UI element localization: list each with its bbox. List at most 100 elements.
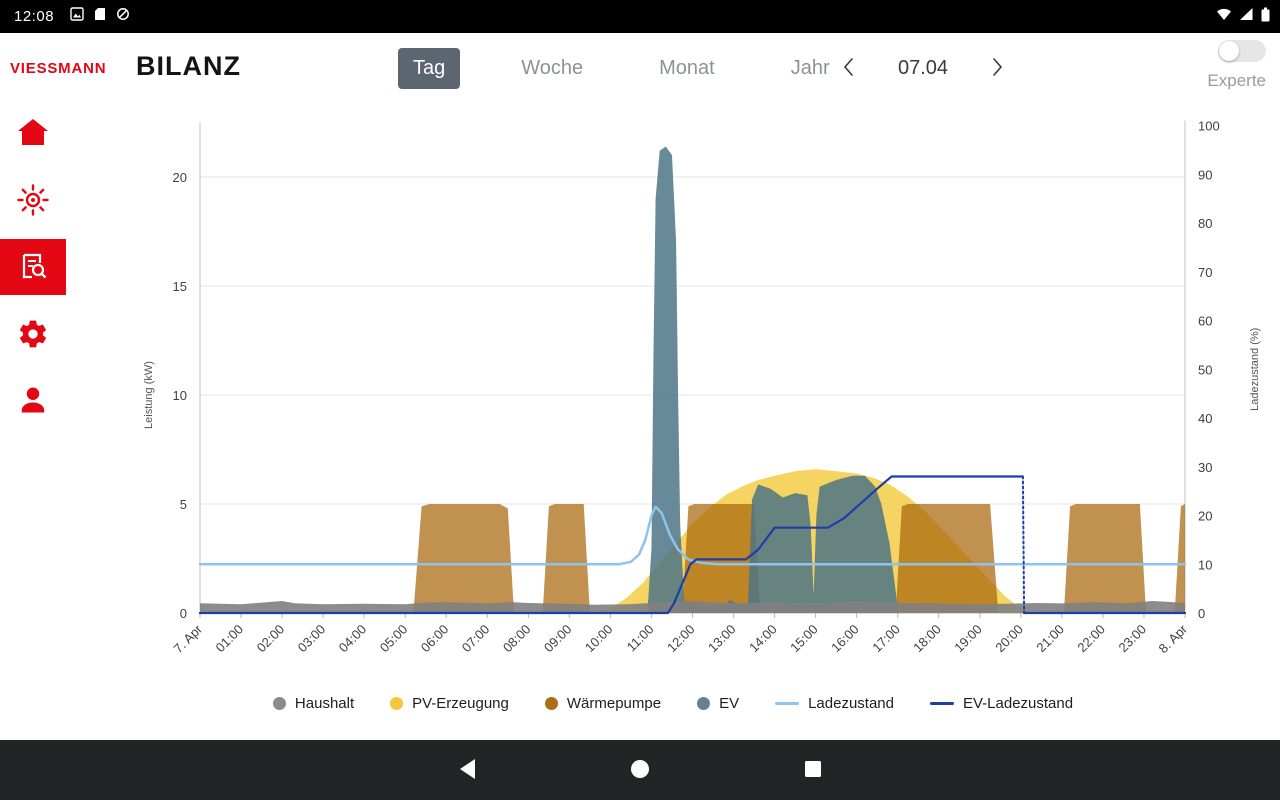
page-title: BILANZ — [136, 51, 241, 81]
svg-text:Ladezustand (%): Ladezustand (%) — [1249, 328, 1261, 411]
toggle-knob — [1219, 41, 1239, 61]
svg-text:100: 100 — [1198, 119, 1220, 134]
haushalt-dot-swatch — [272, 697, 286, 710]
svg-text:09:00: 09:00 — [541, 622, 575, 656]
gear-icon — [17, 318, 49, 353]
svg-text:8. Apr: 8. Apr — [1155, 621, 1190, 656]
legend-item-pv-erzeugung[interactable]: PV-Erzeugung — [390, 695, 509, 712]
sidebar-item-home[interactable] — [0, 105, 66, 161]
selected-date: 07.04 — [898, 56, 949, 79]
experte-control: Experte — [1207, 40, 1266, 91]
app-header: VIESSMANN BILANZ Tag Woche Monat Jahr 07… — [0, 33, 1280, 103]
svg-text:16:00: 16:00 — [828, 622, 862, 656]
tab-monat[interactable]: Monat — [644, 48, 730, 89]
tab-tag[interactable]: Tag — [398, 47, 461, 89]
sidebar-item-reports[interactable] — [0, 239, 66, 295]
sun-icon — [17, 183, 49, 219]
svg-text:70: 70 — [1198, 265, 1212, 280]
svg-text:11:00: 11:00 — [624, 622, 657, 655]
svg-text:5: 5 — [180, 497, 187, 512]
legend-item-haushalt[interactable]: Haushalt — [272, 695, 355, 712]
home-button[interactable] — [616, 746, 664, 794]
status-notification-icons — [70, 7, 130, 26]
svg-text:90: 90 — [1198, 167, 1212, 182]
main-content: 0 5 10 15 20 0 10 20 30 40 50 60 70 80 90 100 7. Apr 01:0… — [66, 103, 1280, 740]
photo-icon — [70, 7, 84, 26]
legend-item-ev-ladezustand[interactable]: EV-Ladezustand — [929, 695, 1074, 712]
svg-text:19:00: 19:00 — [951, 622, 985, 656]
sidebar-item-solar[interactable] — [0, 173, 66, 229]
svg-text:15: 15 — [173, 279, 187, 294]
chevron-right-icon — [992, 57, 1004, 80]
pv-dot-swatch — [390, 697, 404, 710]
svg-text:40: 40 — [1198, 411, 1212, 426]
svg-text:21:00: 21:00 — [1033, 622, 1067, 656]
svg-text:10: 10 — [173, 388, 187, 403]
legend-item-ev[interactable]: EV — [697, 695, 739, 712]
tab-woche[interactable]: Woche — [506, 48, 598, 89]
period-tabs: Tag Woche Monat Jahr — [398, 33, 845, 103]
svg-text:14:00: 14:00 — [746, 622, 780, 656]
energy-balance-chart[interactable]: 0 5 10 15 20 0 10 20 30 40 50 60 70 80 90 100 7. Apr 01:0… — [66, 103, 1280, 688]
svg-text:08:00: 08:00 — [500, 622, 534, 656]
sidebar-item-settings[interactable] — [0, 307, 66, 363]
next-day-button[interactable] — [988, 53, 1008, 84]
report-search-icon — [18, 251, 48, 284]
legend-label: EV — [719, 695, 740, 712]
legend-item-waermepumpe[interactable]: Wärmepumpe — [544, 695, 662, 712]
svg-text:10:00: 10:00 — [582, 622, 616, 656]
status-time: 12:08 — [14, 8, 55, 25]
svg-text:0: 0 — [180, 606, 187, 621]
person-icon — [18, 385, 48, 418]
chart-legend: Haushalt PV-Erzeugung Wärmepumpe EV Lade… — [66, 695, 1280, 712]
status-bar: 12:08 — [0, 0, 1280, 33]
recents-square-icon — [803, 759, 823, 782]
legend-item-ladezustand[interactable]: Ladezustand — [775, 695, 894, 712]
home-icon — [18, 118, 48, 149]
svg-text:23:00: 23:00 — [1115, 622, 1149, 656]
sidebar — [0, 103, 66, 740]
svg-text:10: 10 — [1198, 557, 1212, 572]
wifi-icon — [1216, 7, 1232, 26]
svg-text:03:00: 03:00 — [295, 622, 329, 656]
date-navigation: 07.04 — [838, 33, 1008, 103]
data-saver-icon — [116, 7, 130, 26]
tab-jahr[interactable]: Jahr — [776, 48, 845, 89]
legend-label: EV-Ladezustand — [962, 695, 1074, 712]
svg-text:18:00: 18:00 — [910, 622, 944, 656]
svg-text:7. Apr: 7. Apr — [170, 621, 205, 656]
legend-label: Haushalt — [294, 695, 355, 712]
viessmann-logo: VIESSMANN — [10, 60, 107, 77]
chevron-left-icon — [842, 57, 854, 80]
waermepumpe-dot-swatch — [544, 697, 558, 710]
svg-text:50: 50 — [1198, 362, 1212, 377]
recents-button[interactable] — [789, 746, 837, 794]
svg-text:30: 30 — [1198, 460, 1212, 475]
experte-toggle[interactable] — [1218, 40, 1266, 62]
svg-text:15:00: 15:00 — [787, 622, 821, 656]
svg-text:01:00: 01:00 — [213, 622, 247, 656]
svg-text:02:00: 02:00 — [254, 622, 288, 656]
experte-label: Experte — [1207, 71, 1266, 90]
svg-text:Leistung (kW): Leistung (kW) — [143, 361, 155, 429]
svg-text:20:00: 20:00 — [992, 622, 1026, 656]
legend-label: PV-Erzeugung — [412, 695, 509, 712]
previous-day-button[interactable] — [838, 53, 858, 84]
svg-text:20: 20 — [173, 170, 187, 185]
svg-text:22:00: 22:00 — [1074, 622, 1108, 656]
android-nav-bar — [0, 740, 1280, 800]
back-triangle-icon — [456, 757, 478, 784]
svg-text:13:00: 13:00 — [705, 622, 739, 656]
cellular-signal-icon — [1239, 7, 1254, 26]
ev-ladezustand-line-swatch — [929, 702, 954, 705]
back-button[interactable] — [443, 746, 491, 794]
svg-text:60: 60 — [1198, 314, 1212, 329]
sd-card-icon — [94, 7, 106, 26]
status-system-icons — [1216, 7, 1270, 27]
sidebar-item-profile[interactable] — [0, 373, 66, 429]
legend-label: Wärmepumpe — [566, 695, 662, 712]
battery-icon — [1261, 7, 1270, 27]
svg-text:20: 20 — [1198, 509, 1212, 524]
svg-text:06:00: 06:00 — [418, 622, 452, 656]
